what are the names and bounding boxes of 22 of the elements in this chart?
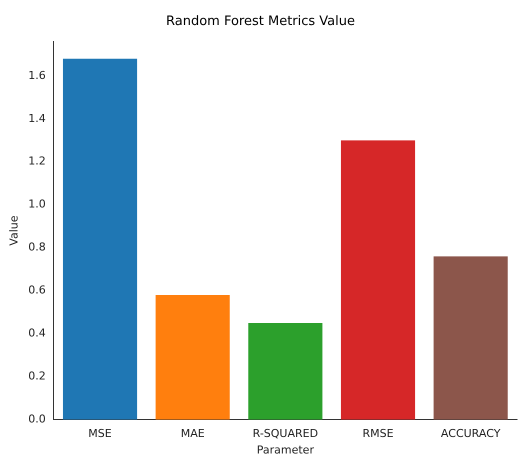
- x-tick-label: RMSE: [362, 427, 394, 440]
- y-tick-label: 1.6: [28, 68, 46, 82]
- y-tick-label: 1.0: [28, 198, 46, 211]
- x-tick-label: MAE: [180, 427, 205, 440]
- x-axis-title: Parameter: [256, 443, 314, 456]
- x-tick-label: ACCURACY: [440, 427, 501, 440]
- bar: [62, 58, 138, 420]
- x-tick-label: MSE: [88, 427, 112, 440]
- bar: [156, 295, 230, 420]
- y-axis-title: Value: [7, 215, 20, 246]
- y-tick-label: 0.8: [28, 240, 46, 254]
- y-tick-label: 1.2: [28, 154, 46, 168]
- y-tick-label: 0.6: [28, 284, 46, 297]
- x-tick-label: R-SQUARED: [252, 427, 318, 440]
- chart-title: Random Forest Metrics Value: [166, 14, 356, 30]
- bar: [434, 256, 508, 420]
- bar: [248, 322, 322, 420]
- y-tick-label: 0.2: [28, 370, 46, 383]
- y-tick-label: 1.4: [28, 112, 46, 125]
- y-tick-label: 0.4: [28, 326, 46, 340]
- y-tick-label: 0.0: [28, 412, 46, 426]
- bar: [340, 140, 416, 420]
